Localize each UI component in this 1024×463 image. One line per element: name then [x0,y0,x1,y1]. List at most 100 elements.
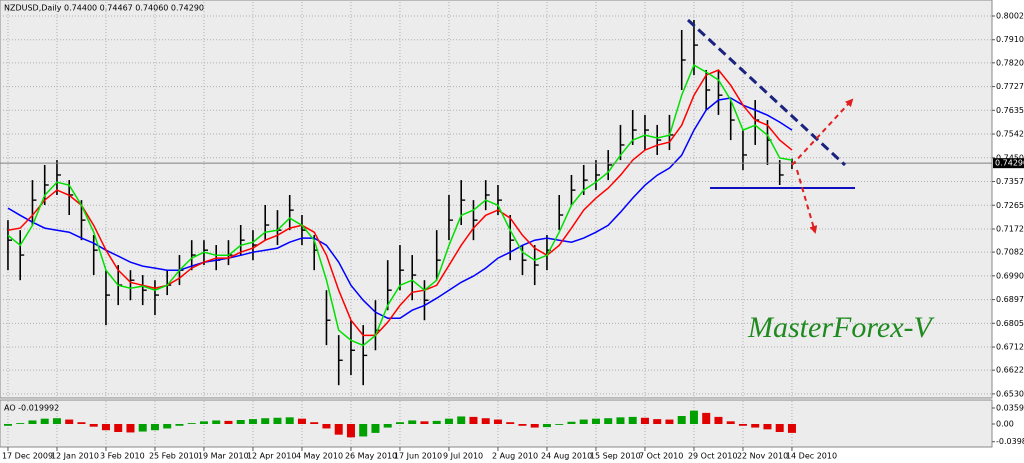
ao-bar [395,422,404,424]
x-tick-label: 17 Dec 2009 [2,452,53,461]
ao-bar [212,420,221,424]
ao-bar [714,416,723,424]
ao-bar [677,416,686,424]
breakout-arrow [791,98,854,166]
ao-bar [616,417,625,424]
ao-bar [567,421,576,424]
ao-bar [40,418,49,424]
x-tick-label: 2 Aug 2010 [492,452,538,461]
ao-bar [334,424,343,435]
ao-bar [297,418,306,424]
y-tick-label: 0.80025 [996,11,1024,20]
ao-bar [506,422,515,424]
ao-bar [787,424,796,433]
ao-bar [101,424,110,431]
ao-bar [248,419,257,424]
price-panel [0,0,993,399]
ao-bar [444,418,453,424]
last-price-label: 0.74290 [995,159,1024,168]
ao-bar [457,416,466,424]
moving-average [7,69,793,337]
ao-bar [114,424,123,432]
ao-bar [530,424,539,428]
ao-bar [310,422,319,424]
x-tick-label: 29 Oct 2010 [688,452,737,461]
x-tick-label: 4 May 2010 [296,452,343,461]
ao-bar [273,417,282,424]
ao-bar [493,419,502,424]
y-tick-label: 0.035999 [996,404,1024,413]
drawings [686,18,855,234]
breakdown-arrow [796,169,818,234]
ao-bar [383,424,392,428]
y-tick-label: 0.71725 [996,225,1024,234]
ao-bar [408,420,417,424]
chart-title: NZDUSD,Daily 0.74400 0.74467 0.74060 0.7… [4,4,204,13]
ao-bar [261,418,270,424]
y-tick-label: 0.67125 [996,343,1024,352]
ao-bar [653,419,662,424]
x-tick-label: 7 Oct 2010 [639,452,683,461]
ao-bar [689,410,698,424]
ao-bar [481,418,490,424]
x-tick-label: 17 Jun 2010 [394,452,442,461]
ao-bar [89,424,98,427]
ao-bar [702,412,711,424]
ao-bar [16,423,25,424]
ao-title: AO -0.019992 [4,404,59,413]
x-tick-label: 19 Mar 2010 [198,452,249,461]
ao-bar [3,424,12,426]
last-price-box [993,158,1024,169]
ao-bar [432,420,441,424]
ao-bar [224,420,233,424]
moving-average [7,97,793,319]
y-tick-label: 0.77275 [996,82,1024,91]
trend-line [686,18,847,167]
y-tick-label: 0.70825 [996,248,1024,257]
ao-bar [52,418,61,424]
ao-bar [469,416,478,424]
y-tick-label: 0.00 [996,420,1014,429]
ao-bar [199,421,208,424]
ao-bar [665,419,674,424]
x-tick-label: 22 Nov 2010 [737,452,788,461]
ao-bar [359,424,368,437]
ao-bar [604,418,613,424]
ao-bar [555,424,564,425]
ao-bar [628,416,637,424]
x-tick-label: 25 Feb 2010 [149,452,199,461]
ao-bar [542,424,551,428]
ao-bar [28,420,37,424]
ao-bar [775,424,784,432]
ao-bar [175,424,184,426]
x-tick-label: 24 Aug 2010 [541,452,592,461]
ao-bar [763,424,772,430]
y-tick-label: 0.65300 [996,389,1024,398]
ao-bar [518,424,527,426]
x-tick-label: 9 Jul 2010 [443,452,483,461]
ao-bar [285,417,294,424]
moving-average [7,64,793,347]
ao-bar [420,421,429,424]
ao-bar [150,424,159,431]
ao-bar [126,424,135,433]
ao-bar [346,424,355,438]
ao-bar [751,424,760,428]
x-tick-label: 12 Apr 2010 [247,452,296,461]
y-tick-label: 0.73575 [996,177,1024,186]
x-tick-label: 14 Dec 2010 [786,452,837,461]
ao-bar [138,424,147,432]
ao-bar [579,419,588,424]
ao-bar [640,417,649,424]
ao-bar [591,418,600,424]
x-tick-label: 26 May 2010 [345,452,397,461]
watermark: MasterForex-V [747,311,935,344]
